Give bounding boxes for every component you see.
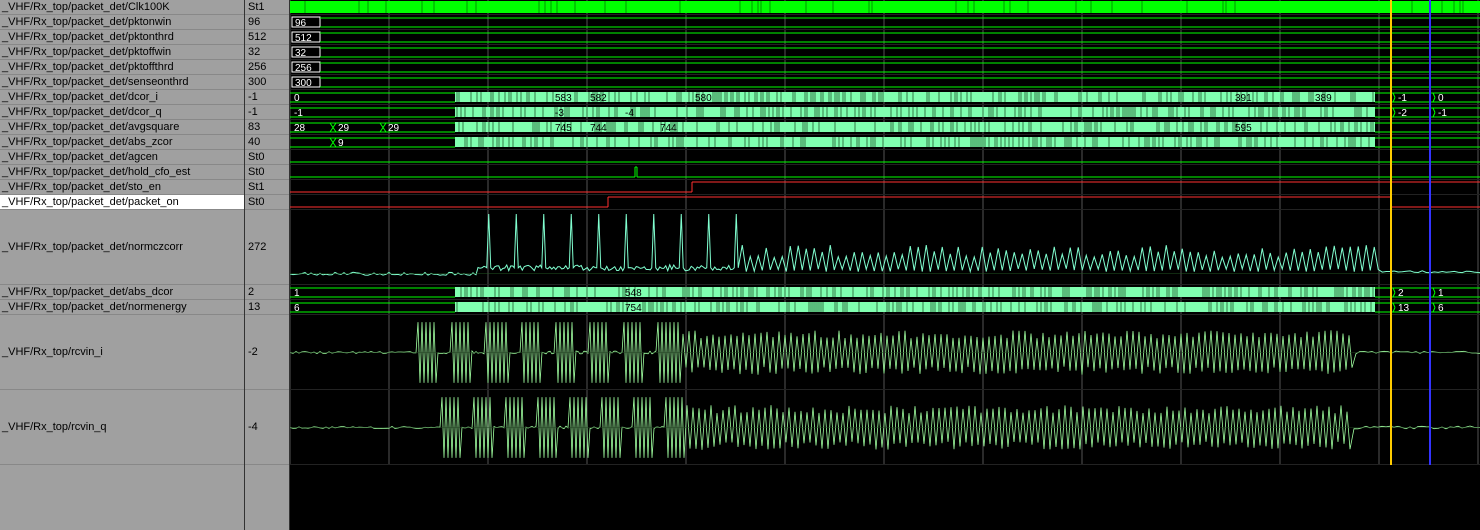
signal-value: 32 [245,45,289,60]
signal-name[interactable]: _VHF/Rx_top/packet_det/pktonwin [0,15,244,30]
signal-value: 256 [245,60,289,75]
svg-text:-1: -1 [1438,108,1447,119]
svg-text:-4: -4 [625,108,634,119]
signal-name[interactable]: _VHF/Rx_top/packet_det/hold_cfo_est [0,165,244,180]
signal-value: St0 [245,195,289,210]
signal-value: 272 [245,210,289,285]
svg-text:744: 744 [590,123,607,134]
signal-value: St0 [245,150,289,165]
svg-text:96: 96 [295,18,307,29]
signal-value: 512 [245,30,289,45]
svg-text:389: 389 [1315,93,1332,104]
signal-name-column: _VHF/Rx_top/packet_det/Clk100K_VHF/Rx_to… [0,0,245,530]
signal-name[interactable]: _VHF/Rx_top/packet_det/pktoffwin [0,45,244,60]
signal-value: 13 [245,300,289,315]
signal-name[interactable]: _VHF/Rx_top/packet_det/abs_dcor [0,285,244,300]
signal-name[interactable]: _VHF/Rx_top/packet_det/dcor_i [0,90,244,105]
svg-text:9: 9 [338,138,344,149]
signal-value: St0 [245,165,289,180]
svg-text:-3: -3 [555,108,564,119]
signal-name[interactable]: _VHF/Rx_top/packet_det/pktonthrd [0,30,244,45]
signal-value: 2 [245,285,289,300]
signal-value: -2 [245,315,289,390]
svg-text:745: 745 [555,123,572,134]
svg-text:300: 300 [295,78,312,89]
signal-name[interactable]: _VHF/Rx_top/rcvin_i [0,315,244,390]
svg-text:32: 32 [295,48,307,59]
signal-value-column: St19651232256300-1-18340St0St0St1St02722… [245,0,290,530]
svg-text:13: 13 [1398,303,1410,314]
svg-text:391: 391 [1235,93,1252,104]
signal-value: 300 [245,75,289,90]
svg-text:1: 1 [294,288,300,299]
svg-text:754: 754 [625,303,642,314]
signal-value: 96 [245,15,289,30]
signal-name[interactable]: _VHF/Rx_top/packet_det/abs_zcor [0,135,244,150]
svg-text:595: 595 [1235,123,1252,134]
signal-name[interactable]: _VHF/Rx_top/packet_det/Clk100K [0,0,244,15]
svg-text:582: 582 [590,93,607,104]
signal-name[interactable]: _VHF/Rx_top/packet_det/senseonthrd [0,75,244,90]
svg-text:256: 256 [295,63,312,74]
svg-text:-1: -1 [1398,93,1407,104]
signal-value: 40 [245,135,289,150]
signal-name[interactable]: _VHF/Rx_top/packet_det/dcor_q [0,105,244,120]
svg-text:0: 0 [294,93,300,104]
svg-text:-1: -1 [294,108,303,119]
svg-text:1: 1 [1438,288,1444,299]
signal-value: -1 [245,90,289,105]
signal-value: St1 [245,0,289,15]
signal-name[interactable]: _VHF/Rx_top/rcvin_q [0,390,244,465]
signal-name[interactable]: _VHF/Rx_top/packet_det/avgsquare [0,120,244,135]
svg-text:29: 29 [338,123,350,134]
svg-text:744: 744 [660,123,677,134]
waveform-area[interactable]: 96512322563000583582580391389-10-1-3-4-2… [290,0,1480,530]
svg-text:512: 512 [295,33,312,44]
signal-value: -4 [245,390,289,465]
svg-text:580: 580 [695,93,712,104]
signal-name[interactable]: _VHF/Rx_top/packet_det/normenergy [0,300,244,315]
signal-name[interactable]: _VHF/Rx_top/packet_det/agcen [0,150,244,165]
svg-text:6: 6 [294,303,300,314]
signal-value: -1 [245,105,289,120]
svg-text:548: 548 [625,288,642,299]
signal-name[interactable]: _VHF/Rx_top/packet_det/pktoffthrd [0,60,244,75]
svg-text:583: 583 [555,93,572,104]
svg-text:28: 28 [294,123,306,134]
signal-name[interactable]: _VHF/Rx_top/packet_det/sto_en [0,180,244,195]
svg-text:0: 0 [1438,93,1444,104]
signal-value: St1 [245,180,289,195]
signal-name[interactable]: _VHF/Rx_top/packet_det/packet_on [0,195,244,210]
signal-name[interactable]: _VHF/Rx_top/packet_det/normczcorr [0,210,244,285]
signal-value: 83 [245,120,289,135]
svg-text:-2: -2 [1398,108,1407,119]
svg-text:29: 29 [388,123,400,134]
svg-text:6: 6 [1438,303,1444,314]
svg-text:2: 2 [1398,288,1404,299]
